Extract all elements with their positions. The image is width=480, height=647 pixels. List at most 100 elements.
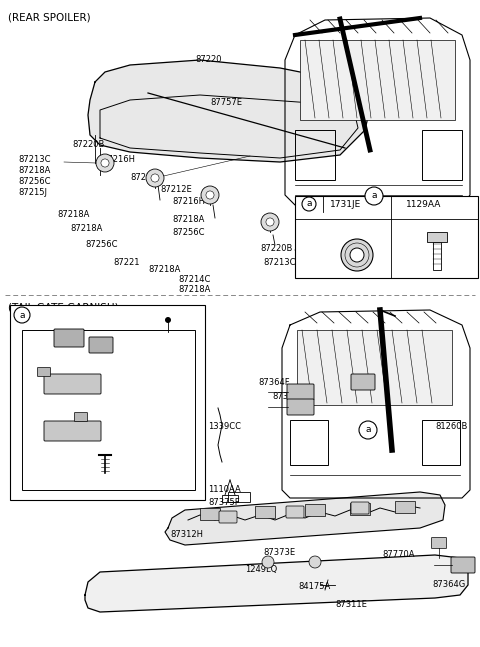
Text: 87212E: 87212E <box>160 185 192 194</box>
Text: 92506A: 92506A <box>28 318 60 327</box>
Bar <box>295 196 478 278</box>
Text: 87213C: 87213C <box>263 258 296 267</box>
Text: 87220: 87220 <box>195 55 221 64</box>
FancyBboxPatch shape <box>200 509 220 520</box>
Text: 87256C: 87256C <box>18 177 50 186</box>
FancyBboxPatch shape <box>451 557 475 573</box>
FancyBboxPatch shape <box>37 367 50 377</box>
Text: 87213C: 87213C <box>18 155 50 164</box>
FancyBboxPatch shape <box>395 501 415 513</box>
Bar <box>22 330 195 490</box>
Text: 87256C: 87256C <box>172 228 204 237</box>
Circle shape <box>14 307 30 323</box>
Circle shape <box>309 556 321 568</box>
Polygon shape <box>88 60 370 162</box>
Text: 87218A: 87218A <box>148 265 180 274</box>
Text: 87375F: 87375F <box>208 498 240 507</box>
Circle shape <box>146 169 164 187</box>
FancyBboxPatch shape <box>54 329 84 347</box>
Circle shape <box>341 239 373 271</box>
Text: 87770A: 87770A <box>382 550 415 559</box>
Text: 87220B: 87220B <box>72 140 104 149</box>
Text: 87218A: 87218A <box>178 285 210 294</box>
FancyBboxPatch shape <box>44 374 101 394</box>
FancyBboxPatch shape <box>286 506 304 518</box>
Text: 1129AA: 1129AA <box>406 200 442 209</box>
Text: 1249LQ: 1249LQ <box>245 565 277 574</box>
Text: 92511: 92511 <box>22 398 48 407</box>
FancyBboxPatch shape <box>89 337 113 353</box>
Text: 1731JE: 1731JE <box>330 200 361 209</box>
FancyBboxPatch shape <box>350 503 370 515</box>
Text: 87218A: 87218A <box>18 166 50 175</box>
Circle shape <box>165 317 171 323</box>
FancyBboxPatch shape <box>287 399 314 415</box>
Text: 1339CC: 1339CC <box>208 422 241 431</box>
FancyBboxPatch shape <box>219 511 237 523</box>
Text: (TAIL GATE GARNISH): (TAIL GATE GARNISH) <box>8 302 119 312</box>
Text: 87218A: 87218A <box>70 224 102 233</box>
Text: 87220B: 87220B <box>260 244 292 253</box>
Circle shape <box>261 213 279 231</box>
Bar <box>297 330 452 405</box>
FancyBboxPatch shape <box>287 384 314 400</box>
Text: 87215J: 87215J <box>18 188 47 197</box>
Polygon shape <box>85 555 468 612</box>
Text: 81260B: 81260B <box>435 422 468 431</box>
Text: 84175A: 84175A <box>298 582 330 591</box>
Text: 87312H: 87312H <box>170 530 203 539</box>
Bar <box>300 40 455 120</box>
Text: 87757E: 87757E <box>210 98 242 107</box>
Text: 87364E: 87364E <box>272 392 304 401</box>
Bar <box>295 130 335 180</box>
Circle shape <box>262 556 274 568</box>
FancyBboxPatch shape <box>432 538 446 549</box>
Circle shape <box>201 186 219 204</box>
Circle shape <box>302 197 316 211</box>
Bar <box>422 130 462 180</box>
Text: a: a <box>371 192 377 201</box>
Text: 87220B: 87220B <box>130 173 162 182</box>
Text: 1335AA: 1335AA <box>120 318 153 327</box>
Text: 95750L: 95750L <box>338 373 369 382</box>
Text: 1110AA: 1110AA <box>208 485 241 494</box>
Text: 87218A: 87218A <box>172 215 204 224</box>
Circle shape <box>365 187 383 205</box>
FancyBboxPatch shape <box>305 505 325 516</box>
Text: 87256C: 87256C <box>85 240 118 249</box>
Text: 18645B: 18645B <box>38 420 71 429</box>
Text: (REAR SPOILER): (REAR SPOILER) <box>8 12 91 22</box>
Circle shape <box>350 248 364 262</box>
Text: a: a <box>306 199 312 208</box>
Text: 87214C: 87214C <box>178 275 210 284</box>
Circle shape <box>96 154 114 172</box>
Text: 87311E: 87311E <box>335 600 367 609</box>
Text: 87216H: 87216H <box>172 197 205 206</box>
FancyBboxPatch shape <box>351 502 369 514</box>
Text: 1243BH: 1243BH <box>38 460 72 469</box>
Bar <box>422 420 460 465</box>
Bar <box>427 232 447 242</box>
FancyBboxPatch shape <box>255 507 275 518</box>
Circle shape <box>311 233 329 251</box>
Text: a: a <box>365 426 371 435</box>
Text: 87373E: 87373E <box>263 548 295 557</box>
FancyBboxPatch shape <box>351 374 375 390</box>
Bar <box>433 242 441 270</box>
Text: 87364G: 87364G <box>432 580 465 589</box>
Circle shape <box>151 174 159 182</box>
Circle shape <box>206 191 214 199</box>
Bar <box>10 305 205 500</box>
Text: 87221: 87221 <box>113 258 140 267</box>
Polygon shape <box>165 492 445 545</box>
Text: 92511: 92511 <box>43 434 69 443</box>
Circle shape <box>359 421 377 439</box>
Text: 87216H: 87216H <box>102 155 135 164</box>
Text: a: a <box>19 311 25 320</box>
Text: 87364F: 87364F <box>258 378 289 387</box>
FancyBboxPatch shape <box>44 421 101 441</box>
Circle shape <box>101 159 109 167</box>
Bar <box>222 495 238 502</box>
Circle shape <box>316 238 324 246</box>
FancyBboxPatch shape <box>74 413 87 421</box>
